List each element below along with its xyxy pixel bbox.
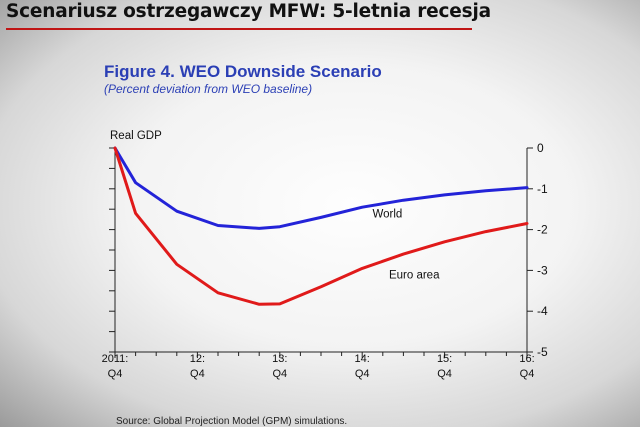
slide-title: Scenariusz ostrzegawczy MFW: 5-letnia re…: [6, 1, 491, 22]
y-tick-label: -5: [537, 345, 548, 359]
source-note: Source: Global Projection Model (GPM) si…: [116, 416, 348, 427]
figure-title: Figure 4. WEO Downside Scenario: [104, 62, 382, 81]
x-tick-label: 15:: [437, 353, 452, 365]
x-tick-sublabel: Q4: [272, 368, 287, 380]
title-underline: [6, 28, 472, 30]
y-axis-label: Real GDP: [110, 130, 162, 142]
x-tick-sublabel: Q4: [190, 368, 205, 380]
x-tick-label: 14:: [355, 353, 370, 365]
chart-series-labels: World Euro area: [373, 208, 441, 281]
series-line-world: [113, 146, 529, 230]
x-tick-sublabel: Q4: [520, 368, 535, 380]
x-tick-label: 16:: [519, 353, 534, 365]
y-tick-label: -1: [537, 182, 548, 196]
chart-series: [113, 146, 529, 306]
x-tick-sublabel: Q4: [108, 368, 123, 380]
x-tick-label: 13:: [272, 353, 287, 365]
y-tick-label: 0: [537, 141, 544, 155]
y-tick-label: -3: [537, 263, 548, 277]
series-line-euro-area: [113, 146, 529, 306]
chart-axes: 0 -1 -2 -3 -4 -5 2011: Q4 12: Q4 13: Q4 14: Q4 15: Q4 16…: [102, 141, 548, 380]
x-tick-label: 2011:: [102, 353, 129, 365]
y-tick-label: -4: [537, 304, 548, 318]
x-tick-sublabel: Q4: [437, 368, 452, 380]
series-label-euro-area: Euro area: [389, 270, 440, 282]
series-label-world: World: [373, 208, 403, 220]
y-tick-label: -2: [537, 223, 548, 237]
figure-subtitle: (Percent deviation from WEO baseline): [104, 82, 313, 96]
x-tick-sublabel: Q4: [355, 368, 370, 380]
x-tick-label: 12:: [190, 353, 205, 365]
